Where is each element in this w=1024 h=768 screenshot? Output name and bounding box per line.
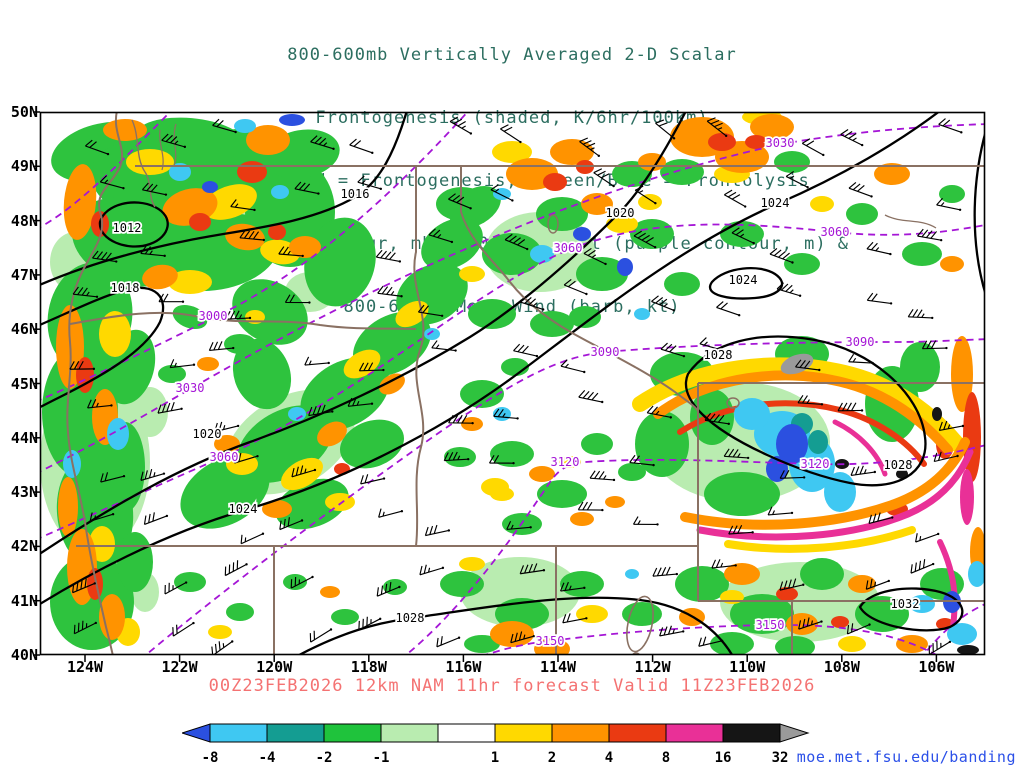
state-borders [66,112,985,655]
map-frame [33,111,986,662]
colorbar-level-label: -8 [202,750,219,766]
colorbar-segment [209,723,268,743]
colorbar-level-label: 8 [662,750,670,766]
lat-tick-label: 50N [10,103,38,121]
height-contour-label: 3090 [846,335,875,349]
height-contour-label: 3120 [551,455,580,469]
lon-tick-label: 112W [634,658,671,676]
height-contour-label: 3060 [821,225,850,239]
colorbar-level-label: 32 [772,750,789,766]
colorbar-level-label: 1 [491,750,499,766]
mslp-contour-label: 1020 [193,427,222,441]
colorbar-segment [437,723,496,743]
colorbar-level-label: 2 [548,750,556,766]
mslp-contour-label: 1012 [113,221,142,235]
height-contour-label: 3000 [199,309,228,323]
colorbar-segment [323,723,382,743]
forecast-caption: 00Z23FEB2026 12km NAM 11hr forecast Vali… [208,676,816,696]
mslp-contour-label: 1028 [704,348,733,362]
lon-tick-label: 124W [66,658,104,676]
mslp-contour-label: 1024 [229,502,258,516]
lon-tick-label: 122W [161,658,198,676]
height-contour-label: 3030 [176,381,205,395]
colorbar-segment [266,723,325,743]
colorbar-segment [380,723,439,743]
colorbar-level-label: -4 [259,750,276,766]
mslp-contours [40,112,985,655]
title-line: 800-600mb Vertically Averaged 2-D Scalar [287,45,737,65]
credit-link[interactable]: moe.met.fsu.edu/banding [796,748,1016,766]
lat-tick-label: 44N [10,428,38,447]
lat-tick-label: 47N [10,265,38,284]
mslp-contour-label: 1016 [341,187,370,201]
lon-tick-label: 120W [256,658,293,676]
wind-barbs [69,116,965,655]
lat-tick-label: 49N [10,157,38,176]
colorbar-segment [665,723,724,743]
height-contour-label: 3030 [766,136,795,150]
colorbar-level-label: -2 [316,750,333,766]
height-contours [40,112,985,655]
colorbar-left-arrow [182,723,211,743]
lat-tick-label: 40N [10,646,38,664]
colorbar-segment [551,723,610,743]
mslp-contour-label: 1024 [761,196,790,210]
lon-tick-label: 114W [539,658,577,676]
lat-tick-label: 42N [10,537,38,556]
mslp-contour-label: 1024 [729,273,758,287]
height-contour-label: 3150 [536,634,565,648]
map-canvas: 1012 1016 1018 1020 1020 1024 1024 1024 1028 1028… [33,111,986,662]
lat-tick-label: 46N [10,320,38,339]
mslp-contour-label: 1032 [891,597,920,611]
colorbar: -8 -4 -2 -1 1 2 4 8 16 32 [182,723,810,766]
height-contour-label: 3150 [756,618,785,632]
lat-tick-label: 45N [10,374,38,393]
colorbar-level-label: 4 [605,750,613,766]
colorbar-level-label: -1 [373,750,390,766]
colorbar-level-label: 16 [715,750,732,766]
colorbar-right-arrow [779,723,810,743]
lon-tick-label: 106W [918,658,955,676]
lat-tick-label: 41N [10,591,38,610]
colorbar-segment [494,723,553,743]
lat-tick-label: 43N [10,483,38,502]
colorbar-segment [608,723,667,743]
mslp-contour-label: 1028 [396,611,425,625]
shading-layer-bands [632,357,974,637]
mslp-contour-label: 1018 [111,281,140,295]
lon-tick-label: 118W [350,658,387,676]
lat-tick-label: 48N [10,211,38,230]
lon-tick-label: 116W [445,658,482,676]
lon-tick-label: 110W [729,658,766,676]
lon-tick-label: 108W [823,658,860,676]
mslp-contour-label: 1028 [884,458,913,472]
height-contour-label: 3120 [801,457,830,471]
contour-labels: 1012 1016 1018 1020 1020 1024 1024 1024 1028 1028… [109,134,921,650]
mslp-contour-label: 1020 [606,206,635,220]
height-contour-label: 3060 [554,241,583,255]
height-contour-label: 3090 [591,345,620,359]
colorbar-segment [722,723,781,743]
height-contour-label: 3060 [210,450,239,464]
